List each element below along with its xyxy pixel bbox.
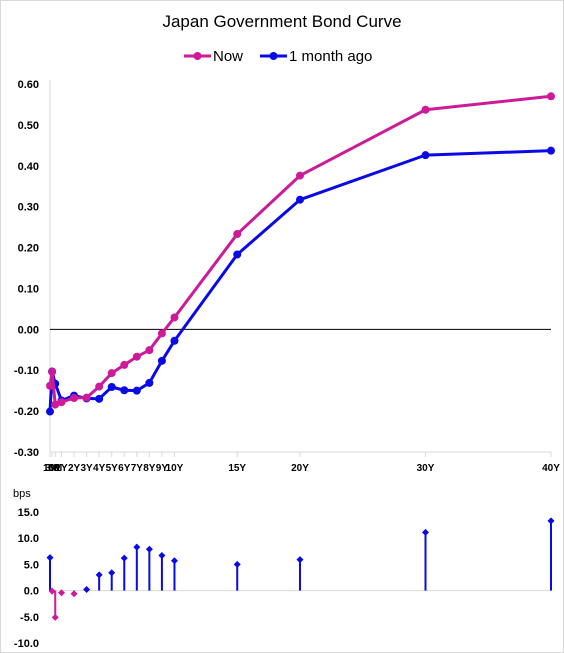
series-point-now <box>145 346 154 355</box>
change-marker <box>70 590 78 598</box>
top-x-tick-label: 1Y <box>55 463 68 474</box>
series-point-1-month-ago <box>46 407 54 416</box>
series-point-now <box>51 400 60 409</box>
series-point-now <box>120 360 129 369</box>
bottom-y-tick-label: -5.0 <box>20 612 39 624</box>
bottom-y-tick-label: 5.0 <box>24 559 39 571</box>
series-point-now <box>46 381 54 390</box>
legend-month-ago-label: 1 month ago <box>289 48 372 65</box>
top-x-tick-label: 30Y <box>417 463 435 474</box>
series-point-now <box>421 105 430 114</box>
series-point-1-month-ago <box>170 336 179 345</box>
yield-series <box>46 92 555 416</box>
top-x-tick-label: 15Y <box>228 463 246 474</box>
series-line-now <box>48 94 552 407</box>
series-point-1-month-ago <box>132 386 141 395</box>
change-marker <box>95 571 103 579</box>
series-point-1-month-ago <box>233 250 242 259</box>
top-y-tick-label: 0.30 <box>18 202 39 214</box>
series-point-now <box>233 230 242 239</box>
series-point-1-month-ago <box>157 356 166 365</box>
series-point-1-month-ago <box>295 195 304 204</box>
bottom-y-tick-label: 15.0 <box>18 507 39 519</box>
series-line-1-month-ago <box>48 149 552 412</box>
series-point-now <box>107 369 116 378</box>
legend-now-label: Now <box>213 48 243 65</box>
top-y-tick-label: 0.40 <box>18 161 39 173</box>
bottom-y-tick-label: -10.0 <box>14 638 39 650</box>
top-y-tick-label: 0.60 <box>18 79 39 91</box>
series-point-now <box>48 367 57 376</box>
change-marker <box>170 557 178 565</box>
series-point-1-month-ago <box>421 151 430 160</box>
top-x-tick-label: 4Y <box>93 463 106 474</box>
legend-month-ago-marker <box>269 52 278 60</box>
top-y-tick-label: -0.20 <box>14 406 39 418</box>
change-marker <box>83 586 91 594</box>
top-x-tick-label: 9Y <box>156 463 169 474</box>
bottom-unit-label: bps <box>13 488 31 500</box>
series-point-now <box>82 393 91 402</box>
top-x-tick-label: 10Y <box>166 463 184 474</box>
top-x-tick-label: 8Y <box>143 463 156 474</box>
series-point-now <box>132 352 141 361</box>
series-point-now <box>295 171 304 180</box>
series-point-1-month-ago <box>107 382 116 391</box>
series-point-1-month-ago <box>95 394 104 403</box>
change-marker <box>158 551 166 559</box>
change-bars <box>46 517 555 621</box>
legend-now-marker <box>193 52 202 60</box>
series-point-now <box>170 313 179 322</box>
top-y-tick-label: 0.20 <box>18 243 39 255</box>
series-point-now <box>547 92 555 101</box>
change-marker <box>58 589 66 597</box>
top-x-tick-label: 7Y <box>131 463 144 474</box>
top-y-tick-label: 0.10 <box>18 283 39 295</box>
change-marker <box>133 543 141 551</box>
top-y-axis-ticks: -0.30 -0.20 -0.10 0.00 0.10 0.20 0.30 0.40 0.50 0… <box>14 79 39 459</box>
change-marker <box>547 517 555 525</box>
top-x-tick-label: 2Y <box>68 463 81 474</box>
top-y-tick-label: -0.10 <box>14 365 39 377</box>
bottom-y-axis-ticks: -10.0 -5.0 0.0 5.0 10.0 15.0 <box>14 507 39 650</box>
change-marker <box>145 545 153 553</box>
top-y-tick-label: 0.00 <box>18 324 39 336</box>
top-x-tick-label: 6Y <box>118 463 131 474</box>
change-marker <box>296 556 304 564</box>
change-marker <box>120 554 128 562</box>
series-point-1-month-ago <box>547 146 555 155</box>
top-x-tick-label: 20Y <box>291 463 309 474</box>
change-marker <box>421 528 429 536</box>
top-y-tick-label: 0.50 <box>18 120 39 132</box>
top-x-tick-label: 1M <box>43 463 57 474</box>
top-x-tick-label: 5Y <box>106 463 119 474</box>
bottom-y-tick-label: 0.0 <box>24 586 39 598</box>
change-marker <box>233 560 241 568</box>
series-point-now <box>70 394 79 403</box>
legend: Now 1 month ago <box>184 48 372 65</box>
series-point-1-month-ago <box>120 386 129 395</box>
top-y-tick-label: -0.30 <box>14 447 39 459</box>
top-x-tick-label: 3Y <box>80 463 93 474</box>
series-point-now <box>95 382 104 391</box>
series-point-now <box>57 398 66 407</box>
top-x-tick-label: 40Y <box>542 463 560 474</box>
chart-title: Japan Government Bond Curve <box>162 12 401 31</box>
change-marker <box>108 569 116 577</box>
change-marker <box>48 587 56 595</box>
top-x-tick-label: 3M <box>45 463 59 474</box>
series-point-now <box>157 329 166 338</box>
top-x-tick-label: 6M <box>48 463 62 474</box>
bottom-y-tick-label: 10.0 <box>18 533 39 545</box>
change-marker <box>51 613 59 621</box>
series-point-1-month-ago <box>145 378 154 387</box>
change-marker <box>46 554 54 562</box>
